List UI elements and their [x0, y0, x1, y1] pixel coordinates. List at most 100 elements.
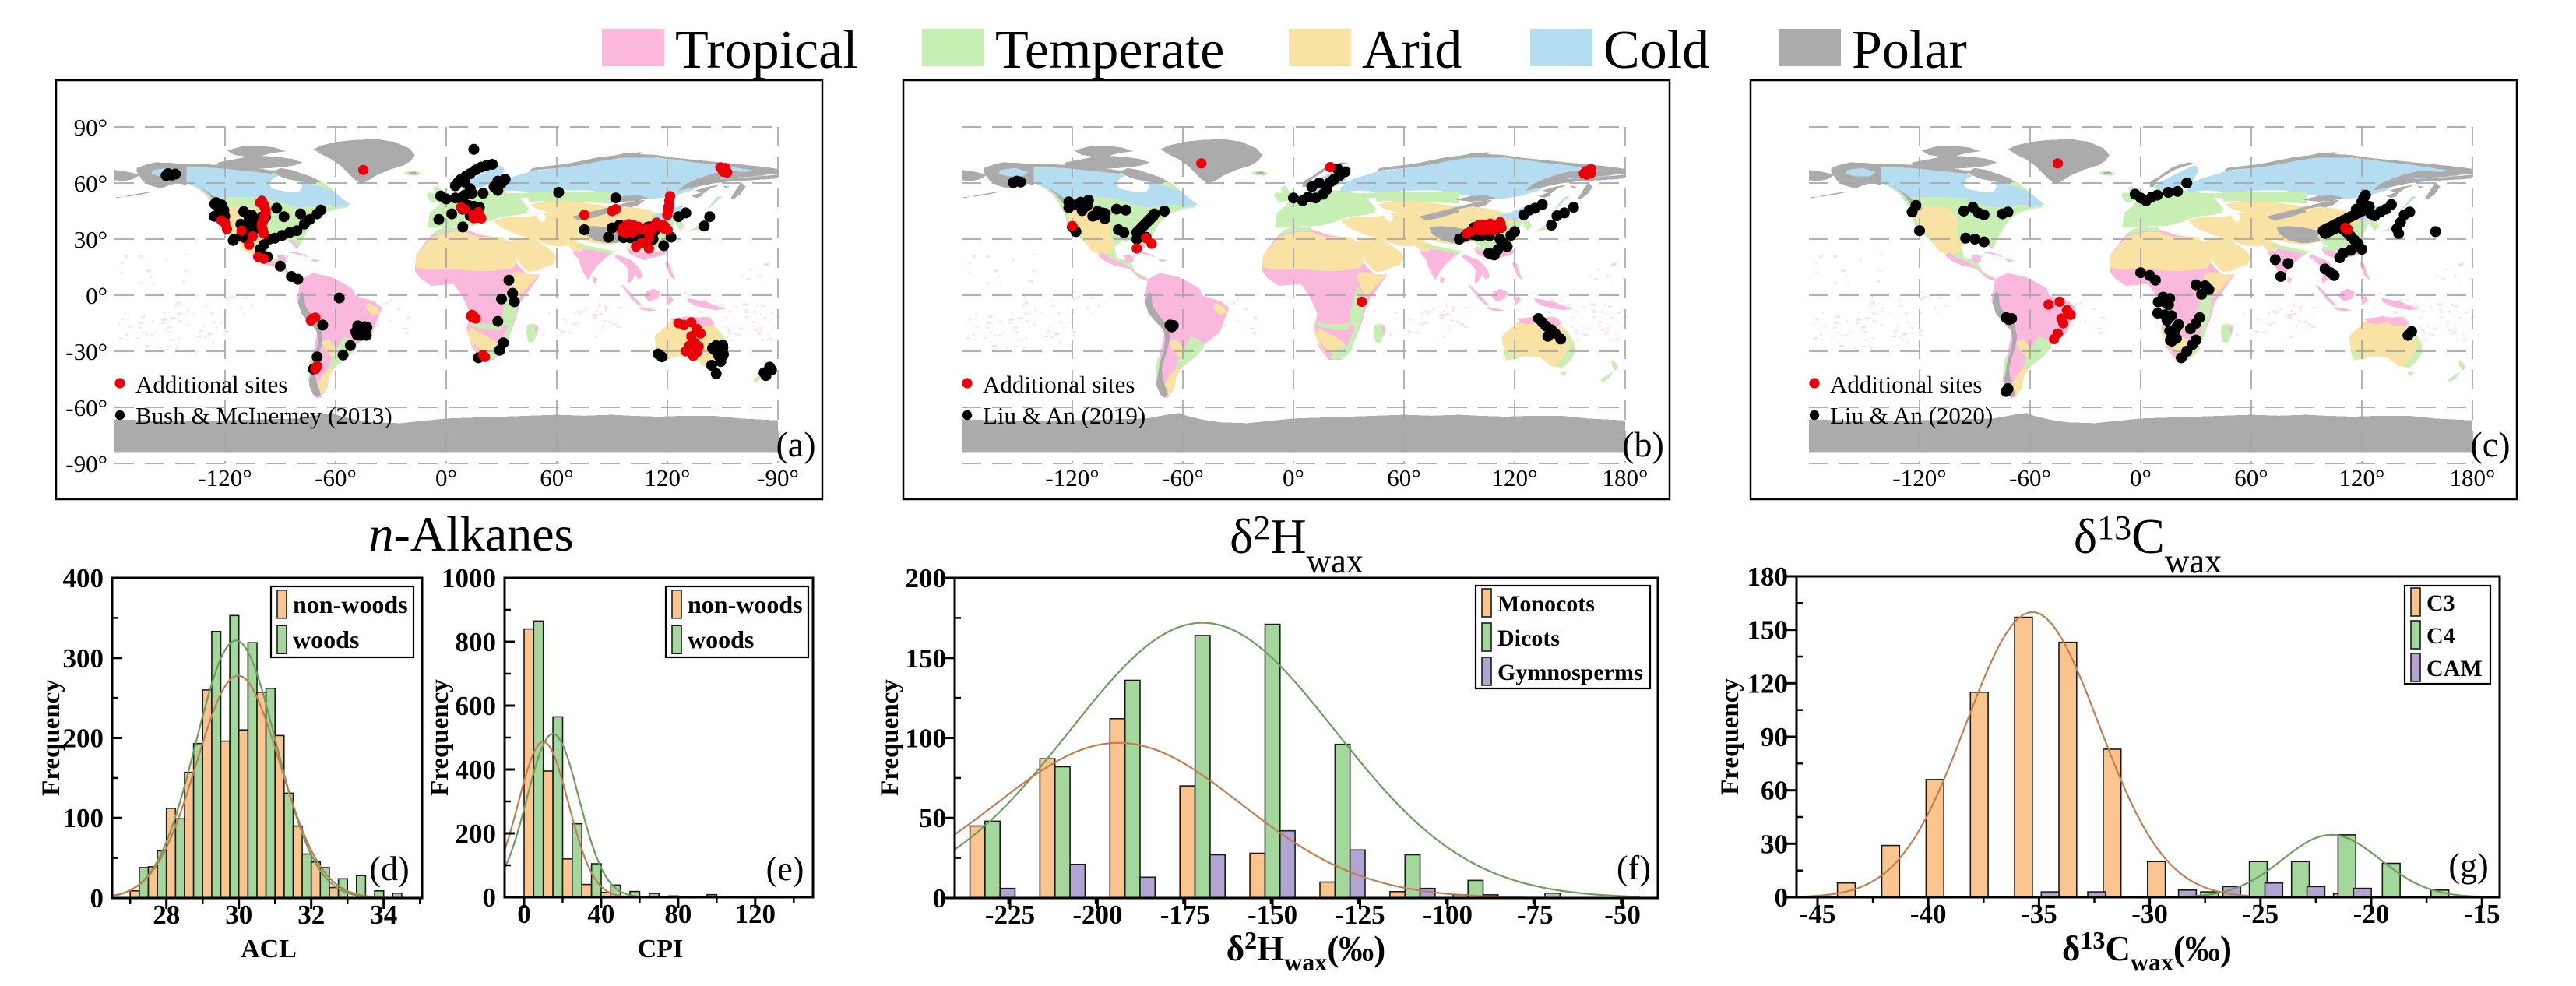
svg-text:-120°: -120° — [1892, 464, 1946, 491]
svg-text:-20: -20 — [2353, 899, 2390, 929]
svg-text:90: 90 — [1761, 722, 1788, 752]
svg-text:600: 600 — [456, 691, 497, 721]
svg-text:non-woods: non-woods — [293, 590, 408, 618]
svg-text:-35: -35 — [2021, 899, 2057, 929]
svg-text:-125: -125 — [1335, 900, 1385, 930]
svg-text:non-woods: non-woods — [688, 590, 803, 618]
svg-text:50: 50 — [919, 803, 946, 833]
svg-text:-150: -150 — [1248, 900, 1297, 930]
svg-text:0°: 0° — [86, 282, 107, 309]
svg-text:n-Alkanes: n-Alkanes — [368, 506, 573, 562]
svg-text:Polar: Polar — [1852, 20, 1967, 80]
svg-text:0: 0 — [933, 883, 947, 914]
svg-text:-45: -45 — [1800, 899, 1836, 929]
svg-text:0: 0 — [90, 883, 104, 914]
svg-text:ACL: ACL — [241, 935, 297, 963]
svg-text:28: 28 — [153, 900, 180, 930]
svg-text:180°: 180° — [1603, 464, 1649, 491]
svg-text:200: 200 — [63, 724, 104, 754]
svg-text:90°: 90° — [74, 114, 107, 141]
svg-text:0: 0 — [483, 882, 497, 913]
svg-text:0: 0 — [517, 899, 531, 929]
svg-text:Dicots: Dicots — [1497, 625, 1560, 651]
svg-text:60°: 60° — [1387, 464, 1420, 491]
svg-text:100: 100 — [906, 724, 947, 754]
svg-text:30: 30 — [1761, 829, 1788, 859]
svg-text:0: 0 — [1775, 882, 1789, 913]
svg-text:CAM: CAM — [2426, 656, 2483, 681]
svg-text:(f): (f) — [1617, 849, 1651, 887]
svg-text:Additional sites: Additional sites — [135, 371, 287, 398]
svg-text:60°: 60° — [74, 170, 107, 197]
svg-text:Bush & McInerney (2013): Bush & McInerney (2013) — [135, 402, 392, 429]
svg-text:(d): (d) — [369, 850, 409, 888]
svg-text:100: 100 — [63, 803, 104, 833]
svg-text:C3: C3 — [2426, 590, 2455, 616]
svg-text:Temperate: Temperate — [995, 20, 1224, 80]
svg-text:34: 34 — [370, 900, 397, 930]
svg-text:-30°: -30° — [65, 338, 107, 365]
svg-text:800: 800 — [456, 627, 497, 657]
svg-text:-100: -100 — [1423, 900, 1473, 930]
svg-text:40: 40 — [587, 899, 614, 929]
svg-text:Cold: Cold — [1603, 20, 1709, 80]
svg-text:-120°: -120° — [1045, 464, 1099, 491]
svg-text:30°: 30° — [74, 226, 107, 253]
svg-text:-175: -175 — [1160, 900, 1210, 930]
svg-text:Frequency: Frequency — [1716, 678, 1744, 795]
svg-text:1000: 1000 — [442, 563, 496, 593]
svg-text:Liu & An (2019): Liu & An (2019) — [983, 402, 1145, 429]
svg-text:0°: 0° — [435, 464, 457, 491]
svg-text:woods: woods — [688, 625, 754, 653]
svg-text:-40: -40 — [1910, 899, 1947, 929]
svg-text:0°: 0° — [2130, 464, 2152, 491]
svg-text:Monocots: Monocots — [1497, 591, 1595, 617]
svg-text:180°: 180° — [2450, 464, 2496, 491]
svg-text:Frequency: Frequency — [876, 679, 904, 796]
svg-text:-75: -75 — [1517, 900, 1554, 930]
svg-text:-15: -15 — [2464, 899, 2500, 929]
svg-text:(b): (b) — [1622, 424, 1664, 464]
svg-text:-120°: -120° — [198, 464, 252, 491]
svg-text:(e): (e) — [766, 850, 804, 888]
svg-text:Tropical: Tropical — [675, 20, 858, 80]
svg-text:120°: 120° — [645, 464, 691, 491]
svg-text:CPI: CPI — [638, 935, 684, 963]
svg-text:200: 200 — [906, 563, 947, 593]
svg-text:-225: -225 — [985, 900, 1035, 930]
svg-text:400: 400 — [456, 755, 497, 785]
svg-text:-25: -25 — [2242, 899, 2279, 929]
svg-text:C4: C4 — [2426, 623, 2455, 649]
svg-text:120°: 120° — [2339, 464, 2385, 491]
svg-text:(c): (c) — [2470, 424, 2510, 464]
svg-text:-90°: -90° — [65, 450, 107, 477]
svg-text:80: 80 — [664, 899, 692, 929]
svg-text:120°: 120° — [1492, 464, 1538, 491]
svg-text:-60°: -60° — [1162, 464, 1204, 491]
svg-text:200: 200 — [456, 819, 497, 849]
svg-text:180: 180 — [1747, 562, 1789, 592]
svg-text:-60°: -60° — [65, 394, 107, 421]
svg-text:Frequency: Frequency — [426, 679, 454, 796]
svg-text:Arid: Arid — [1362, 20, 1462, 80]
svg-text:32: 32 — [297, 900, 325, 930]
svg-text:-30: -30 — [2131, 899, 2168, 929]
svg-text:-50: -50 — [1604, 900, 1641, 930]
svg-text:(a): (a) — [776, 424, 815, 464]
svg-text:Gymnosperms: Gymnosperms — [1497, 660, 1643, 685]
svg-text:Frequency: Frequency — [37, 679, 65, 796]
svg-text:120: 120 — [735, 899, 776, 929]
svg-text:-90°: -90° — [757, 464, 799, 491]
svg-text:60°: 60° — [2234, 464, 2268, 491]
svg-text:-200: -200 — [1072, 900, 1122, 930]
svg-text:300: 300 — [63, 643, 104, 674]
svg-text:(g): (g) — [2448, 847, 2488, 885]
svg-text:30: 30 — [225, 900, 252, 930]
svg-text:120: 120 — [1747, 668, 1789, 699]
svg-text:Additional sites: Additional sites — [983, 371, 1135, 398]
svg-text:-60°: -60° — [315, 464, 357, 491]
svg-text:woods: woods — [293, 625, 359, 653]
svg-text:Liu & An (2020): Liu & An (2020) — [1830, 402, 1993, 429]
svg-text:0°: 0° — [1283, 464, 1304, 491]
svg-text:150: 150 — [1747, 615, 1789, 646]
